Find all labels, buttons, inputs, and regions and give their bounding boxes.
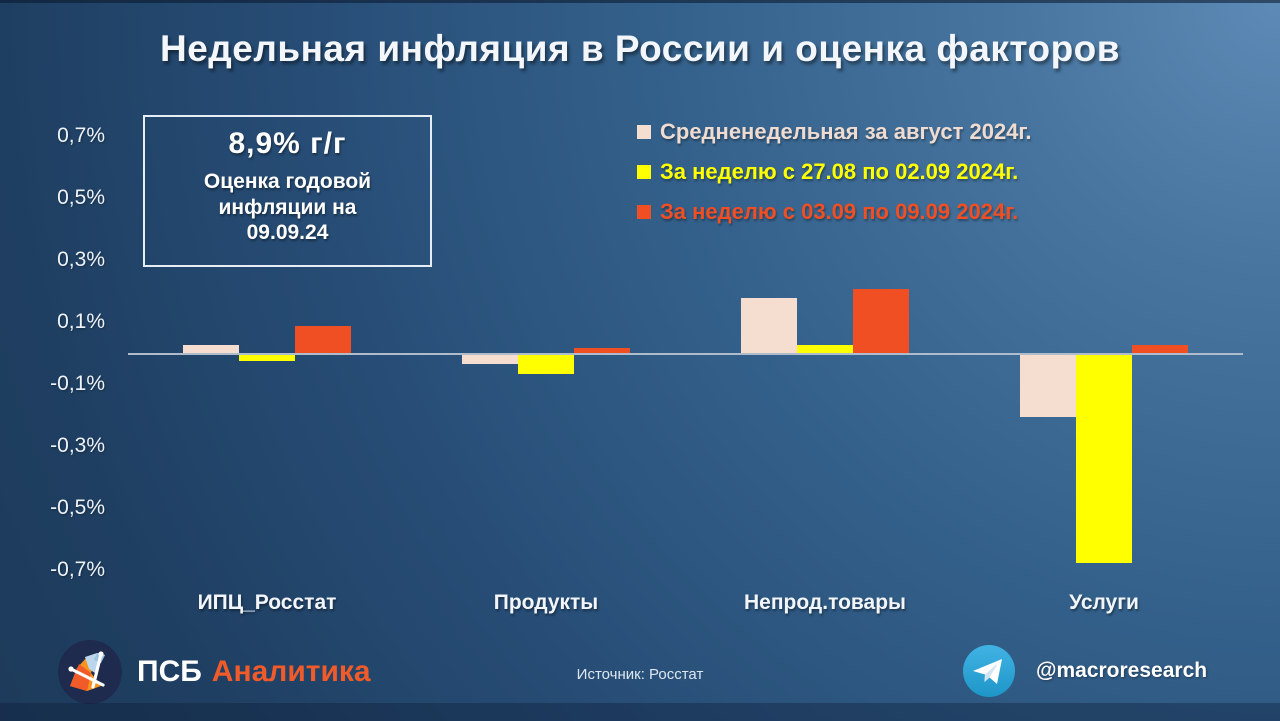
y-axis-tick-label: -0,1%	[50, 372, 105, 395]
bar-week-sep03-sep09	[295, 326, 351, 354]
telegram-icon[interactable]	[962, 644, 1016, 698]
legend-swatch-icon	[637, 164, 651, 179]
y-axis-tick-label: -0,3%	[50, 434, 105, 457]
bar-avg-august	[1020, 355, 1076, 417]
slide-top-border	[0, 0, 1280, 3]
bar-week-aug27-sep02	[1076, 355, 1132, 563]
bar-week-sep03-sep09	[853, 289, 909, 354]
y-axis-tick-label: 0,1%	[57, 310, 105, 333]
y-axis-tick-label: -0,5%	[50, 496, 105, 519]
x-axis-category-label: Непрод.товары	[744, 591, 906, 614]
telegram-channel-link[interactable]: @macroresearch	[962, 644, 1207, 698]
legend-swatch-icon	[637, 204, 651, 219]
bar-week-aug27-sep02	[518, 355, 574, 374]
legend-label: За неделю с 27.08 по 02.09 2024г.	[660, 158, 1019, 184]
legend-item: За неделю с 03.09 по 09.09 2024г.	[637, 196, 1032, 227]
x-axis-category-label: ИПЦ_Росстат	[197, 591, 337, 614]
x-axis-category-label: Услуги	[1069, 591, 1139, 614]
bar-avg-august	[183, 345, 239, 354]
legend-label: Средненедельная за август 2024г.	[660, 118, 1032, 144]
slide-bottom-border	[0, 703, 1280, 721]
chart-legend: Средненедельная за август 2024г. За недел…	[637, 116, 1032, 236]
legend-item: За неделю с 27.08 по 02.09 2024г.	[637, 156, 1032, 187]
legend-label: За неделю с 03.09 по 09.09 2024г.	[660, 198, 1019, 224]
psb-analytics-brand: ПСБ Аналитика	[57, 639, 371, 705]
y-axis-tick-label: 0,7%	[57, 124, 105, 147]
legend-swatch-icon	[637, 124, 651, 139]
chart-title: Недельная инфляция в России и оценка фак…	[159, 28, 1121, 69]
bar-avg-august	[741, 298, 797, 354]
psb-logo-icon	[58, 640, 122, 704]
zero-axis-line	[128, 353, 1243, 355]
y-axis-tick-label: 0,3%	[57, 248, 105, 271]
annual-inflation-callout: 8,9% г/г Оценка годовой инфляции на 09.0…	[143, 115, 432, 267]
legend-item: Средненедельная за август 2024г.	[637, 116, 1032, 147]
bar-avg-august	[462, 355, 518, 364]
annual-inflation-caption: Оценка годовой инфляции на 09.09.24	[203, 170, 372, 245]
telegram-handle: @macroresearch	[1036, 659, 1208, 682]
data-source-note: Источник: Росстат	[576, 666, 704, 683]
y-axis-tick-label: 0,5%	[57, 186, 105, 209]
bar-week-aug27-sep02	[239, 355, 295, 361]
y-axis-tick-label: -0,7%	[50, 558, 105, 581]
brand-psb-text: ПСБ	[137, 655, 202, 688]
annual-inflation-value: 8,9% г/г	[228, 127, 347, 160]
bar-week-sep03-sep09	[574, 348, 630, 354]
x-axis-category-label: Продукты	[493, 591, 599, 614]
bar-week-aug27-sep02	[797, 345, 853, 354]
brand-analytics-text: Аналитика	[211, 655, 371, 688]
bar-week-sep03-sep09	[1132, 345, 1188, 354]
